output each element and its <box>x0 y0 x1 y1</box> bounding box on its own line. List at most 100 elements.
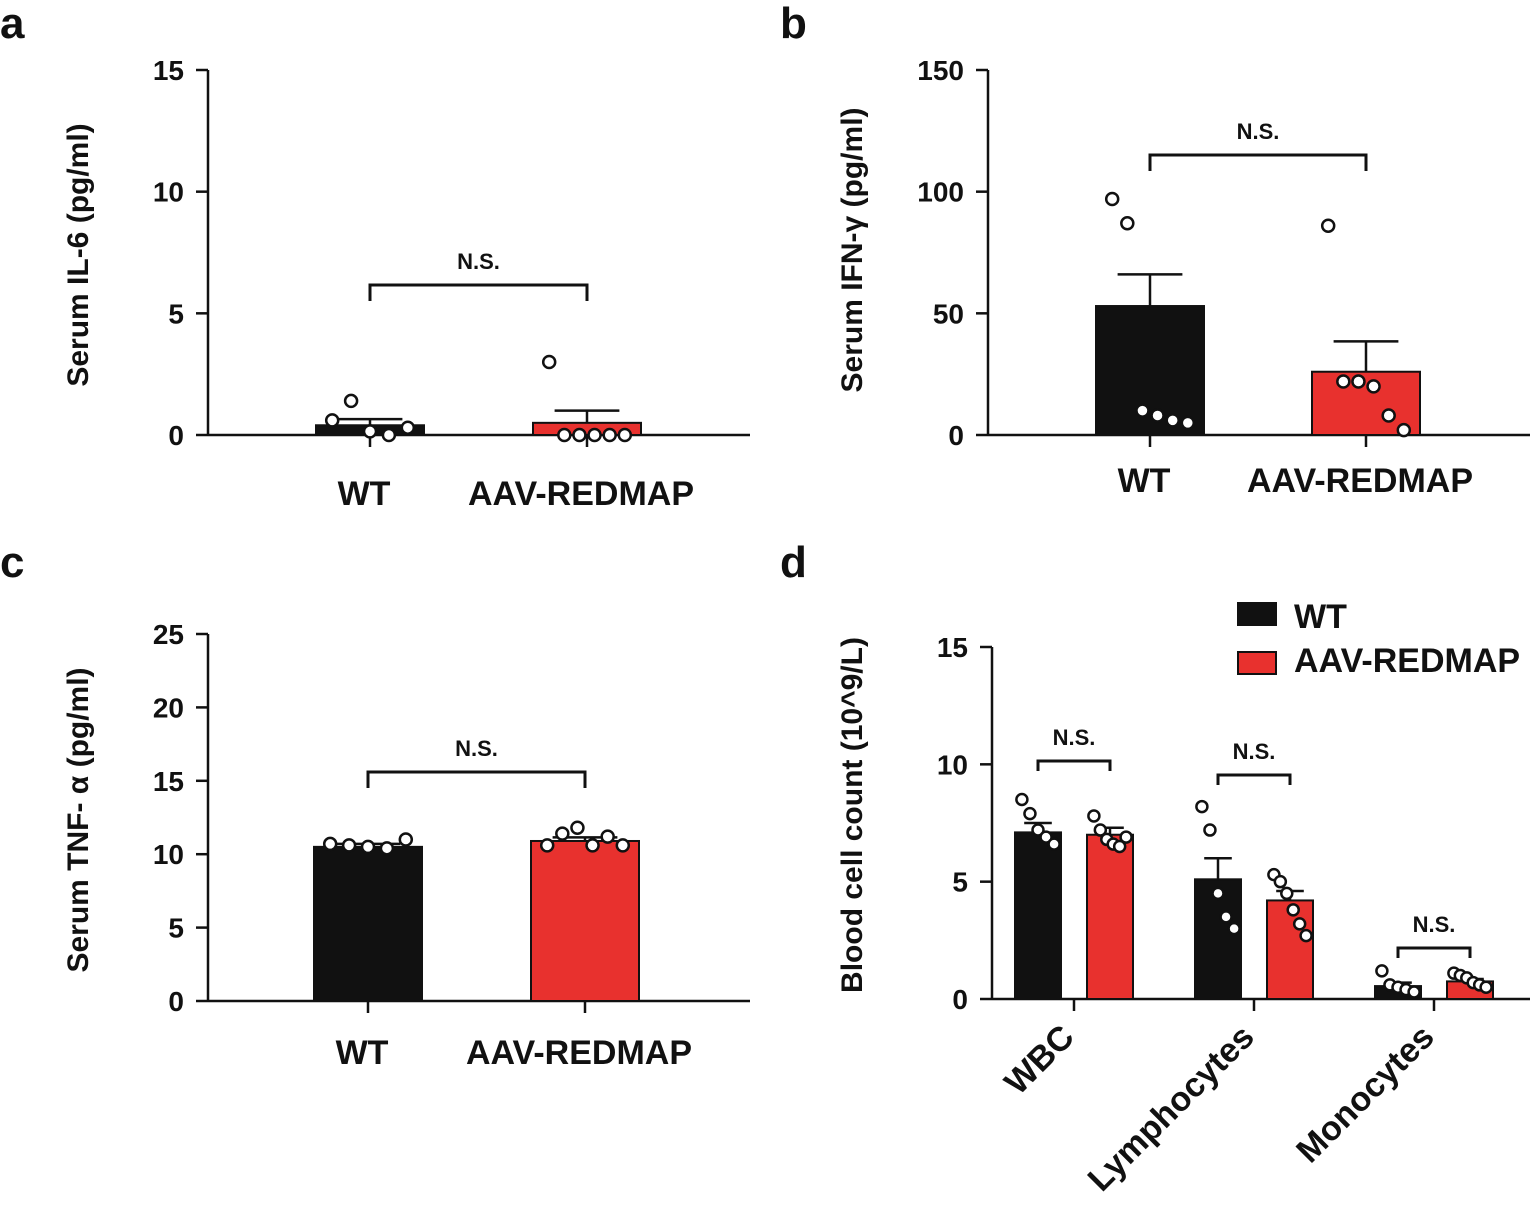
y-tick-label: 0 <box>168 420 184 451</box>
data-point <box>1104 191 1120 207</box>
data-point <box>1087 809 1101 823</box>
data-point <box>362 424 378 439</box>
data-point <box>1031 823 1045 837</box>
data-point <box>1479 980 1493 995</box>
legend-label-wt: WT <box>1294 598 1347 636</box>
data-point <box>570 820 585 836</box>
bars-b: WT AAV-REDMAP N.S. <box>1095 119 1473 500</box>
y-tick-label: 50 <box>933 298 964 329</box>
data-point <box>360 839 376 855</box>
category-label: WT <box>1118 462 1171 500</box>
axes-b: 0 50 100 150 <box>917 55 1530 451</box>
significance-label: N.S. <box>1233 739 1276 764</box>
data-point <box>1211 886 1225 901</box>
axes-d: 0 5 10 15 <box>937 632 1530 1015</box>
category-label: WT <box>338 475 391 513</box>
y-tick-label: 5 <box>168 298 184 329</box>
bar-AAV-REDMAP <box>1086 833 1134 1000</box>
significance-bracket <box>1216 773 1292 785</box>
data-point <box>381 427 397 443</box>
panel-letter-d: d <box>780 538 807 587</box>
legend-label-aav-redmap: AAV-REDMAP <box>1294 642 1520 680</box>
panel-letter-b: b <box>780 0 807 48</box>
bar-AAV-REDMAP <box>1311 370 1421 437</box>
y-tick-label: 20 <box>153 692 184 723</box>
y-tick-label: 25 <box>153 619 184 650</box>
data-point <box>1407 985 1421 999</box>
panel-letter-c: c <box>0 538 24 587</box>
data-point <box>1112 839 1127 854</box>
y-tick-label: 0 <box>952 984 968 1015</box>
y-tick-label: 5 <box>952 867 968 898</box>
category-label: Monocytes <box>1289 1018 1441 1170</box>
significance-bracket <box>1148 153 1368 171</box>
category-label: AAV-REDMAP <box>1247 462 1473 500</box>
data-point <box>322 836 338 852</box>
data-point <box>1366 379 1381 394</box>
bar-WT <box>1014 831 1062 1000</box>
significance-label: N.S. <box>1053 725 1096 750</box>
data-point <box>1227 921 1241 936</box>
data-point <box>1280 886 1294 901</box>
data-point <box>1273 874 1288 889</box>
y-tick-label: 15 <box>937 632 968 663</box>
data-point <box>617 427 633 443</box>
data-point <box>343 393 359 409</box>
y-tick-label: 0 <box>948 420 964 451</box>
bars-a: WT AAV-REDMAP N.S. <box>315 249 694 513</box>
significance-label: N.S. <box>1237 119 1280 144</box>
significance-label: N.S. <box>455 736 498 761</box>
data-point <box>1381 408 1396 423</box>
y-axis-title-b: Serum IFN-γ (pg/ml) <box>836 107 869 392</box>
data-point <box>1219 910 1233 924</box>
data-point <box>557 427 572 443</box>
data-point <box>1286 903 1300 917</box>
bar-WT <box>313 845 423 1002</box>
y-tick-label: 10 <box>937 749 968 780</box>
significance-bracket <box>366 770 587 788</box>
data-point <box>1180 415 1196 431</box>
data-point <box>1120 216 1135 231</box>
data-point <box>602 427 617 443</box>
y-tick-label: 5 <box>168 913 184 944</box>
significance-bracket <box>1396 946 1472 958</box>
data-point <box>1015 792 1029 807</box>
y-axis-title-c: Serum TNF- α (pg/ml) <box>62 667 95 972</box>
y-axis-title-a: Serum IL-6 (pg/ml) <box>62 123 95 386</box>
data-point <box>379 841 395 856</box>
category-label: AAV-REDMAP <box>466 1034 692 1072</box>
legend-swatch-wt <box>1237 602 1277 626</box>
data-point <box>555 826 570 841</box>
category-label: WBC <box>997 1018 1081 1102</box>
data-point <box>324 413 340 428</box>
y-tick-label: 10 <box>153 177 184 208</box>
data-point <box>1336 374 1351 389</box>
significance-label: N.S. <box>457 249 500 274</box>
data-point <box>400 420 416 435</box>
significance-bracket <box>1036 759 1112 771</box>
data-point <box>541 354 557 370</box>
axes-c: 0 5 10 15 20 25 <box>153 619 750 1017</box>
data-point <box>1351 374 1366 389</box>
data-point <box>1165 413 1180 428</box>
data-point <box>1135 403 1150 418</box>
significance-bracket <box>368 283 589 301</box>
legend-d: WT AAV-REDMAP <box>1237 598 1520 680</box>
legend-swatch-aav-redmap <box>1237 651 1277 675</box>
data-point <box>1292 917 1307 931</box>
y-axis-title-d: Blood cell count (10^9/L) <box>836 637 869 993</box>
data-point <box>1375 964 1389 978</box>
y-tick-label: 100 <box>917 177 964 208</box>
data-point <box>1299 928 1313 943</box>
data-point <box>1320 218 1336 233</box>
data-point <box>341 838 357 853</box>
category-label: WT <box>336 1034 389 1072</box>
data-point <box>539 838 555 853</box>
data-point <box>587 427 602 443</box>
data-point <box>1396 422 1412 438</box>
category-label: AAV-REDMAP <box>468 475 694 513</box>
category-label: Lymphocytes <box>1081 1018 1262 1199</box>
y-tick-label: 150 <box>917 55 964 86</box>
bar-WT <box>1095 305 1205 436</box>
